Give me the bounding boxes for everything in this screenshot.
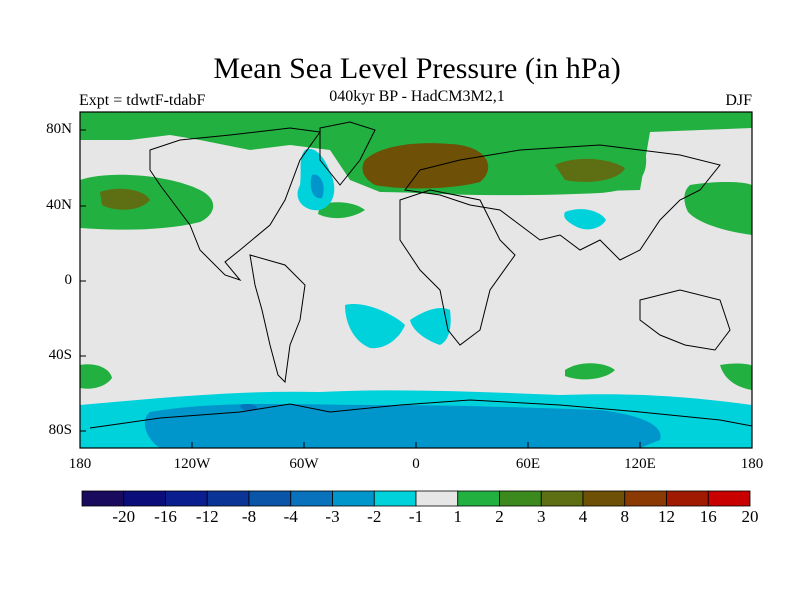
negative-anomaly-south-atlantic-east xyxy=(410,308,451,345)
lon-tick-label: 60E xyxy=(515,456,541,472)
africa-coast xyxy=(399,189,516,346)
colorbar-swatch xyxy=(666,490,709,507)
positive-anomaly-tasman xyxy=(720,363,752,390)
antarctica-coast xyxy=(89,399,752,429)
colorbar-label: -2 xyxy=(367,507,382,526)
experiment-label: Expt = tdwtF-tdabF xyxy=(79,92,206,109)
positive-anomaly-north-atlantic xyxy=(318,202,365,219)
colorbar-label: 20 xyxy=(741,507,759,526)
colorbar-label: -3 xyxy=(325,507,340,526)
colorbar-label: -20 xyxy=(112,507,136,526)
colorbar-swatch xyxy=(624,490,667,507)
colorbar-label: -12 xyxy=(195,507,219,526)
lon-tick-label: 0 xyxy=(412,456,420,472)
colorbar-label: 2 xyxy=(495,507,504,526)
colorbar-swatch xyxy=(707,490,751,507)
south-america-coast xyxy=(249,254,306,384)
map-subtitle: 040kyr BP - HadCM3M2,1 xyxy=(329,88,505,105)
season-label: DJF xyxy=(725,92,752,109)
colorbar-label: 12 xyxy=(658,507,675,526)
lat-tick-label: 0 xyxy=(64,272,73,288)
lon-tick-label: 120E xyxy=(624,456,656,472)
colorbar-label: 16 xyxy=(699,507,717,526)
negative-anomaly-south-atlantic-west xyxy=(345,304,405,349)
negative-anomaly-labrador-core xyxy=(310,174,324,199)
lat-tick-label: 40N xyxy=(46,197,72,213)
lon-tick-label: 180 xyxy=(740,456,764,472)
moderate-anomaly-siberia xyxy=(555,158,625,182)
colorbar-swatch xyxy=(123,490,166,507)
north-america-coast xyxy=(149,127,321,282)
map-title: Mean Sea Level Pressure (in hPa) xyxy=(213,52,621,85)
map-field xyxy=(80,112,752,448)
colorbar-swatch xyxy=(332,490,375,507)
colorbar-label: 4 xyxy=(578,507,588,526)
negative-anomaly-antarctic xyxy=(144,403,661,448)
colorbar-swatch xyxy=(290,490,333,507)
negative-anomaly-antarctic-core xyxy=(240,403,257,411)
colorbar-label: -8 xyxy=(241,507,257,526)
positive-anomaly-northwest-pacific xyxy=(684,182,752,235)
colorbar-swatch xyxy=(165,490,208,507)
colorbar-swatch xyxy=(415,490,459,507)
eurasia-coast xyxy=(404,144,721,261)
positive-anomaly-south-indian xyxy=(565,363,615,380)
axis-ticks xyxy=(79,129,753,448)
coastlines xyxy=(89,121,752,429)
colorbar-label: -4 xyxy=(283,507,298,526)
colorbar-label: -1 xyxy=(408,507,424,526)
colorbar-swatch xyxy=(499,490,542,507)
australia-coast xyxy=(639,289,731,351)
colorbar-label: 3 xyxy=(537,507,546,526)
positive-anomaly-south-pacific xyxy=(80,364,112,389)
colorbar-swatch xyxy=(81,490,125,507)
colorbar-label: 1 xyxy=(453,507,463,526)
greenland-coast xyxy=(319,121,376,186)
lat-tick-label: 80N xyxy=(46,121,72,137)
colorbar-swatch xyxy=(206,490,250,507)
colorbar-label: -16 xyxy=(154,507,177,526)
moderate-anomaly-north-pacific xyxy=(100,188,150,210)
colorbar xyxy=(81,490,751,507)
lon-tick-label: 180 xyxy=(68,456,92,472)
colorbar-swatch xyxy=(248,490,292,507)
high-anomaly-scandinavia xyxy=(362,143,489,189)
lat-tick-label: 40S xyxy=(48,347,72,363)
colorbar-swatch xyxy=(373,490,417,507)
lon-tick-label: 120W xyxy=(173,456,211,472)
lat-tick-label: 80S xyxy=(48,422,72,438)
colorbar-swatch xyxy=(457,490,500,507)
colorbar-swatch xyxy=(540,490,584,507)
colorbar-label: 8 xyxy=(620,507,630,526)
colorbar-swatch xyxy=(582,490,626,507)
negative-anomaly-central-asia xyxy=(564,209,606,230)
lon-tick-label: 60W xyxy=(289,456,319,472)
